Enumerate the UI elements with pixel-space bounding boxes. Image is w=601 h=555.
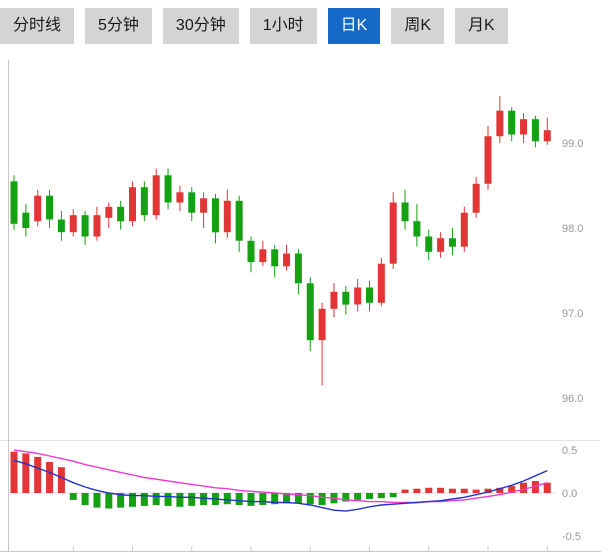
svg-text:96.0: 96.0 <box>562 393 583 405</box>
svg-text:0.5: 0.5 <box>562 445 577 457</box>
tab-5min[interactable]: 5分钟 <box>85 8 152 44</box>
tab-weekly-k[interactable]: 周K <box>391 8 445 44</box>
svg-text:0.0: 0.0 <box>562 488 577 500</box>
candlestick-macd-chart[interactable]: 99.0 98.0 97.0 96.0 0.5 0.0 -0.5 <box>0 52 601 555</box>
tab-monthly-k[interactable]: 月K <box>455 8 508 44</box>
svg-text:99.0: 99.0 <box>562 138 583 150</box>
svg-text:98.0: 98.0 <box>562 223 583 235</box>
period-tab-bar: 分时线 5分钟 30分钟 1小时 日K 周K 月K <box>0 0 601 52</box>
svg-text:97.0: 97.0 <box>562 308 583 320</box>
tab-1hour[interactable]: 1小时 <box>249 8 317 44</box>
tab-daily-k[interactable]: 日K <box>327 8 381 44</box>
svg-text:-0.5: -0.5 <box>562 531 581 543</box>
tab-30min[interactable]: 30分钟 <box>162 8 239 44</box>
tab-timeline[interactable]: 分时线 <box>0 8 75 44</box>
chart-area[interactable]: 99.0 98.0 97.0 96.0 0.5 0.0 -0.5 <box>0 52 601 555</box>
